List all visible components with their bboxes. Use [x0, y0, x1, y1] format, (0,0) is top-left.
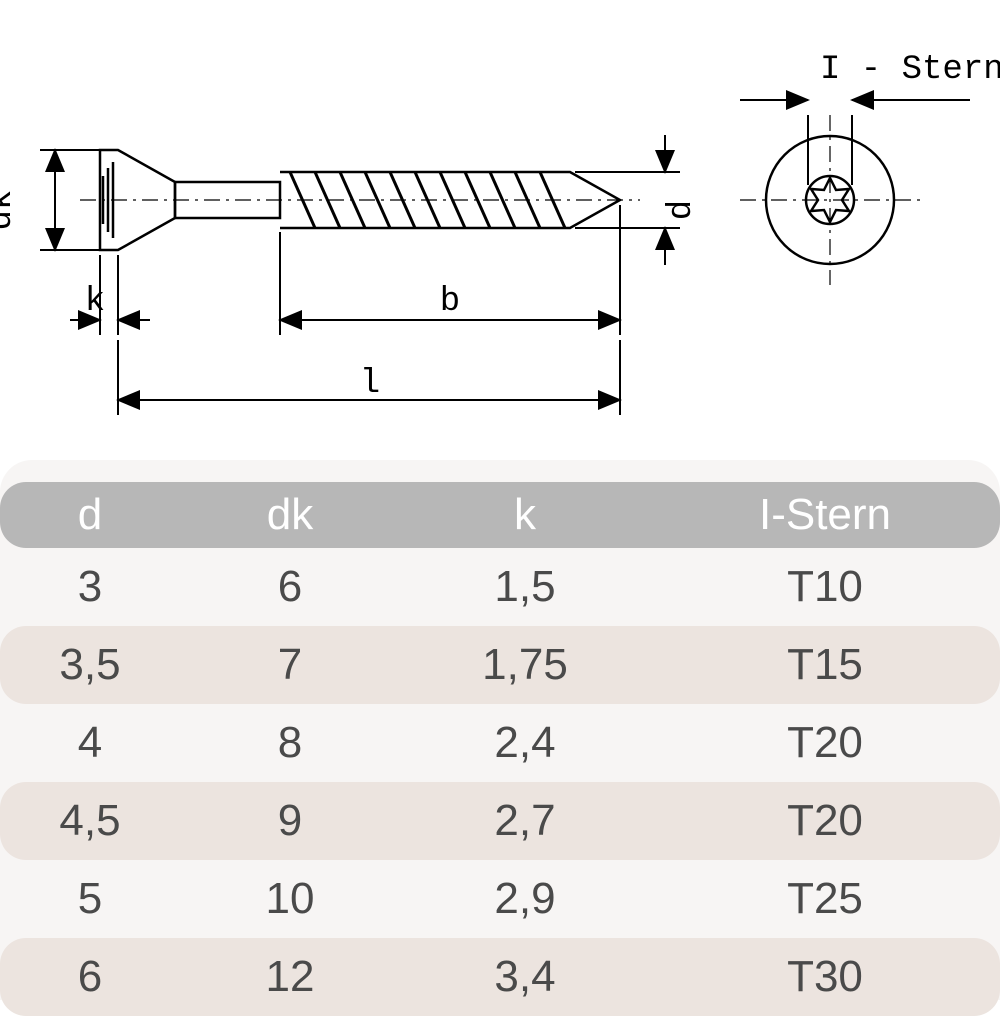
cell: 2,9: [400, 860, 650, 938]
cell: 3,5: [0, 626, 180, 704]
cell: 1,75: [400, 626, 650, 704]
cell: 4,5: [0, 782, 180, 860]
label-dk: dk: [0, 190, 21, 231]
cell: 3: [0, 548, 180, 626]
spec-table: d dk k I-Stern 3 6 1,5 T10 3,5 7 1,75 T1: [0, 482, 1000, 1016]
cell: 12: [180, 938, 400, 1016]
cell: 3,4: [400, 938, 650, 1016]
label-istern: I - Stern: [820, 51, 1000, 89]
col-istern: I-Stern: [650, 482, 1000, 548]
table-header-row: d dk k I-Stern: [0, 482, 1000, 548]
cell: 6: [180, 548, 400, 626]
cell: T20: [650, 704, 1000, 782]
diagram-svg: dk k b l: [0, 0, 1000, 460]
label-k: k: [85, 283, 105, 321]
table-row: 4 8 2,4 T20: [0, 704, 1000, 782]
table-row: 3 6 1,5 T10: [0, 548, 1000, 626]
label-d: d: [663, 200, 701, 220]
cell: 5: [0, 860, 180, 938]
table-row: 3,5 7 1,75 T15: [0, 626, 1000, 704]
cell: T15: [650, 626, 1000, 704]
cell: 4: [0, 704, 180, 782]
cell: 10: [180, 860, 400, 938]
cell: 2,4: [400, 704, 650, 782]
cell: 6: [0, 938, 180, 1016]
spec-table-area: d dk k I-Stern 3 6 1,5 T10 3,5 7 1,75 T1: [0, 460, 1000, 1000]
table-row: 4,5 9 2,7 T20: [0, 782, 1000, 860]
table-row: 6 12 3,4 T30: [0, 938, 1000, 1016]
col-k: k: [400, 482, 650, 548]
table-row: 5 10 2,9 T25: [0, 860, 1000, 938]
cell: T25: [650, 860, 1000, 938]
cell: 7: [180, 626, 400, 704]
cell: 2,7: [400, 782, 650, 860]
technical-diagram: dk k b l: [0, 0, 1000, 460]
cell: T10: [650, 548, 1000, 626]
col-d: d: [0, 482, 180, 548]
cell: 1,5: [400, 548, 650, 626]
label-l: l: [360, 365, 380, 403]
label-b: b: [440, 283, 460, 321]
cell: 9: [180, 782, 400, 860]
page: dk k b l: [0, 0, 1000, 1000]
cell: T30: [650, 938, 1000, 1016]
cell: T20: [650, 782, 1000, 860]
cell: 8: [180, 704, 400, 782]
col-dk: dk: [180, 482, 400, 548]
